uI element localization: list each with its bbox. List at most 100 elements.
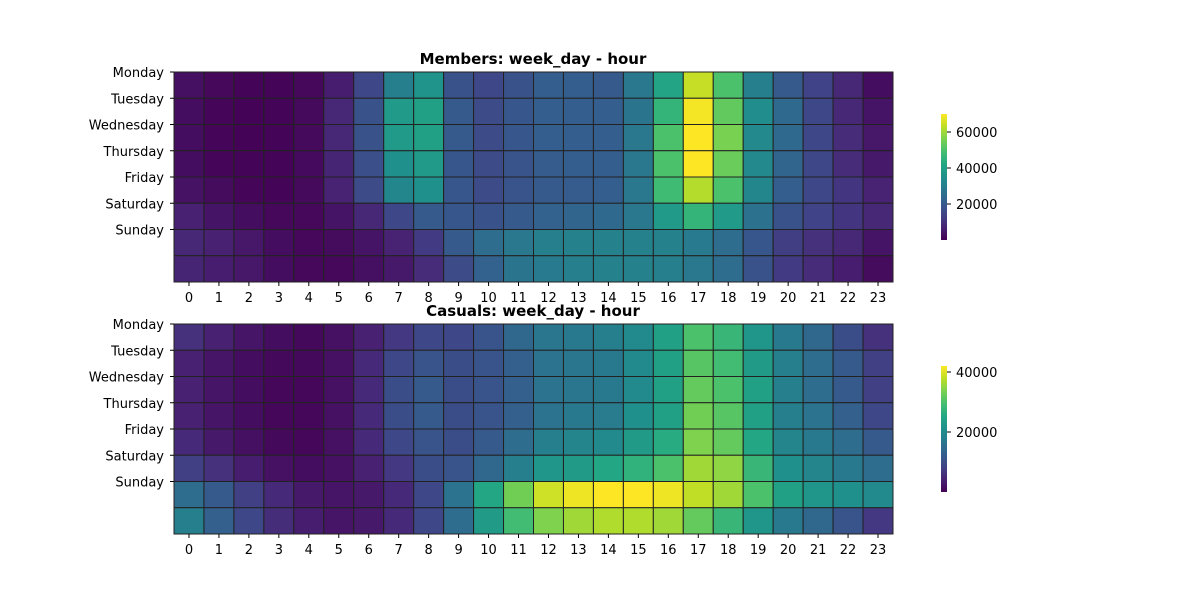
casuals-cell (832, 428, 864, 456)
casuals-cell (742, 481, 774, 509)
members-y-tick-label: Sunday (115, 224, 164, 239)
members-cell (652, 229, 684, 257)
casuals-cell (652, 507, 684, 535)
casuals-cell (323, 481, 355, 509)
members-cell (323, 255, 355, 283)
casuals-cell (533, 402, 564, 430)
members-cell (862, 176, 894, 204)
casuals-cell (443, 402, 475, 430)
members-cell (323, 229, 355, 257)
members-cell (263, 176, 295, 204)
members-cell (742, 202, 774, 230)
casuals-colorbar: 20000 40000 (941, 366, 997, 492)
members-cell (503, 124, 535, 152)
casuals-cell (562, 349, 594, 377)
casuals-cell (622, 507, 654, 535)
casuals-cell (383, 349, 415, 377)
members-cell (443, 150, 475, 178)
casuals-cell (233, 507, 265, 535)
casuals-cell (562, 376, 594, 404)
members-cell (443, 176, 475, 204)
members-y-tick-label: Monday (113, 66, 165, 81)
casuals-cell (263, 481, 295, 509)
members-colorbar-tick-label: 20000 (956, 198, 997, 213)
casuals-cell (443, 323, 475, 351)
members-cell (473, 255, 505, 283)
members-heatmap-panel: Members: week_day - hour 0 1 2 3 4 5 6 7 8 9 10 11 1… (89, 50, 998, 306)
members-cell (622, 124, 654, 152)
casuals-cell (712, 454, 744, 482)
members-cell (742, 176, 774, 204)
members-cell (233, 150, 265, 178)
casuals-cell (802, 323, 834, 351)
casuals-cell (832, 349, 864, 377)
members-cell (263, 229, 295, 257)
casuals-cell (862, 428, 894, 456)
casuals-cell (622, 323, 654, 351)
members-x-tick-label: 4 (305, 291, 313, 306)
members-y-tick-label: Friday (125, 171, 165, 186)
members-cell (233, 97, 265, 125)
members-cell (592, 176, 624, 204)
members-colorbar-tick-label: 60000 (956, 126, 997, 141)
members-cell (712, 97, 744, 125)
casuals-cell (353, 376, 385, 404)
casuals-cell (383, 481, 415, 509)
casuals-cell (533, 481, 564, 509)
members-cell (533, 124, 564, 152)
casuals-cell (383, 402, 415, 430)
members-cell (293, 202, 325, 230)
members-cell (832, 97, 864, 125)
casuals-cell (503, 507, 535, 535)
casuals-cell (203, 428, 235, 456)
casuals-cell (203, 349, 235, 377)
members-cell (682, 255, 714, 283)
members-cell (682, 229, 714, 257)
casuals-cell (802, 428, 834, 456)
members-cell (443, 124, 475, 152)
casuals-cell (293, 428, 325, 456)
members-cell (353, 124, 385, 152)
casuals-y-tick-label: Thursday (103, 397, 165, 412)
members-x-tick-label: 18 (720, 291, 737, 306)
casuals-cell (712, 402, 744, 430)
members-cell (383, 229, 415, 257)
casuals-cell (203, 402, 235, 430)
members-cell (353, 150, 385, 178)
casuals-cell (862, 349, 894, 377)
casuals-cell (203, 454, 235, 482)
members-cell (772, 229, 804, 257)
casuals-cell (383, 454, 415, 482)
casuals-x-tick-label: 8 (425, 543, 433, 558)
casuals-y-tick-label: Tuesday (110, 344, 164, 359)
members-cell (832, 124, 864, 152)
members-cell (652, 255, 684, 283)
casuals-cell (323, 428, 355, 456)
casuals-x-ticks: 0 1 2 3 4 5 6 7 8 9 10 11 12 13 14 15 16 17 18 19 20 21 22 23 (185, 534, 886, 558)
members-cell (353, 229, 385, 257)
members-cell (203, 229, 235, 257)
casuals-cell (832, 481, 864, 509)
members-x-tick-label: 14 (600, 291, 617, 306)
members-x-tick-label: 3 (275, 291, 283, 306)
members-y-tick-label: Wednesday (89, 119, 165, 134)
casuals-cell (592, 507, 624, 535)
casuals-cell (263, 428, 295, 456)
casuals-cell (802, 402, 834, 430)
members-cell (353, 202, 385, 230)
casuals-heatmap-cells (173, 323, 894, 535)
members-cell (862, 124, 894, 152)
members-cell (233, 229, 265, 257)
casuals-cell (173, 481, 205, 509)
members-cell (622, 176, 654, 204)
members-cell (592, 97, 624, 125)
casuals-cell (592, 428, 624, 456)
casuals-cell (562, 507, 594, 535)
casuals-cell (562, 323, 594, 351)
members-heatmap-cells (173, 71, 894, 283)
casuals-cell (802, 349, 834, 377)
members-cell (443, 229, 475, 257)
members-cell (772, 97, 804, 125)
casuals-x-tick-label: 23 (870, 543, 887, 558)
members-cell (862, 229, 894, 257)
